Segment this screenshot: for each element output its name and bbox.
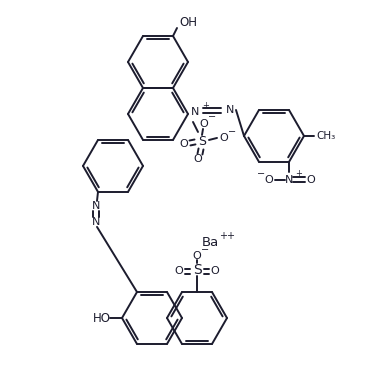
Text: O: O: [193, 251, 201, 261]
Text: S: S: [198, 135, 206, 149]
Text: O: O: [175, 266, 184, 276]
Text: −: −: [208, 112, 216, 122]
Text: O: O: [194, 154, 202, 164]
Text: N: N: [92, 201, 100, 211]
Text: O: O: [265, 175, 273, 185]
Text: OH: OH: [179, 16, 197, 29]
Text: O: O: [211, 266, 219, 276]
Text: O: O: [306, 175, 315, 185]
Text: S: S: [193, 263, 201, 277]
Text: −: −: [257, 169, 265, 179]
Text: CH₃: CH₃: [316, 131, 336, 141]
Text: N: N: [92, 217, 100, 227]
Text: Ba: Ba: [201, 235, 219, 249]
Text: N: N: [191, 107, 199, 117]
Text: +: +: [203, 101, 210, 111]
Text: N: N: [285, 175, 293, 185]
Text: −: −: [201, 245, 209, 255]
Text: ++: ++: [219, 231, 235, 241]
Text: N: N: [226, 105, 234, 115]
Text: HO: HO: [93, 312, 111, 325]
Text: O: O: [179, 139, 188, 149]
Text: O: O: [200, 119, 208, 129]
Text: O: O: [219, 133, 228, 143]
Text: −: −: [228, 127, 236, 137]
Text: +: +: [295, 169, 302, 178]
